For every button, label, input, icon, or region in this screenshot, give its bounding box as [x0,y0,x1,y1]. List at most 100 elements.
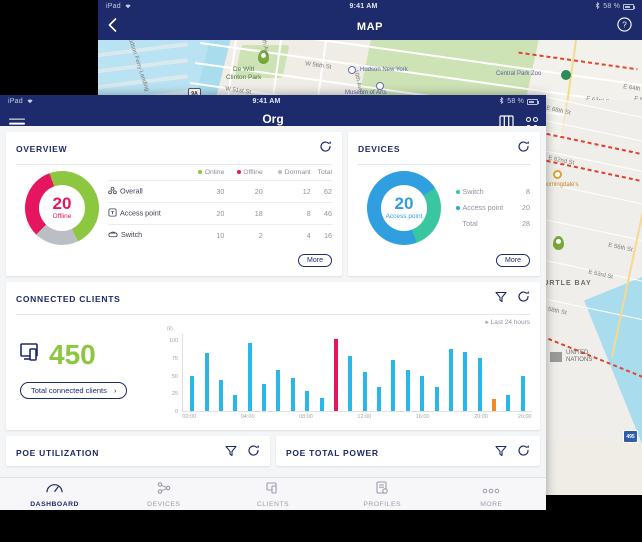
chart-bar[interactable] [463,352,468,411]
chart-bar[interactable] [262,384,267,411]
chart-bar[interactable] [506,394,511,411]
chart-bar[interactable] [377,387,382,411]
connected-clients-total-row: 450 [20,340,164,370]
overview-overall-dormant: 12 [262,180,311,203]
switch-icon [108,230,118,240]
chart-bar[interactable] [333,338,338,411]
access-point-icon [108,208,117,219]
map-label-bloomingdales: Bloomingdale's [538,182,579,188]
chart-bar-cell[interactable] [401,334,415,411]
filter-icon[interactable] [495,290,507,308]
chart-bar-cell[interactable] [358,334,372,411]
chart-bar[interactable] [405,369,410,411]
tab-more[interactable]: MORE [437,478,546,510]
overview-overall-offline: 20 [224,180,263,203]
chart-bar[interactable] [319,398,324,411]
refresh-icon[interactable] [319,140,332,158]
map-pin-dewitt[interactable] [258,50,269,64]
tab-clients[interactable]: CLIENTS [218,478,327,510]
devices-title: DEVICES [358,144,401,154]
chart-bar-cell[interactable] [257,334,271,411]
chart-bar-cell[interactable] [286,334,300,411]
battery-icon [527,98,539,105]
chart-bar[interactable] [190,376,195,411]
chart-bar[interactable] [420,376,425,411]
help-circle-icon[interactable]: ? [617,16,632,37]
total-connected-clients-button[interactable]: Total connected clients › [20,382,128,399]
chart-bar-cell[interactable] [501,334,515,411]
chart-bar[interactable] [520,376,525,411]
chart-bar[interactable] [348,355,353,411]
chart-bar[interactable] [477,357,482,411]
chart-bar[interactable] [362,371,367,411]
chart-bar-cell[interactable] [343,334,357,411]
chart-bar-cell[interactable] [271,334,285,411]
chart-bar-cell[interactable] [185,334,199,411]
refresh-icon[interactable] [517,140,530,158]
chart-bar-cell[interactable] [473,334,487,411]
chart-bar[interactable] [448,349,453,411]
filter-icon[interactable] [495,444,507,462]
chart-bar-cell[interactable] [386,334,400,411]
table-row[interactable]: Switch 10 2 4 16 [108,224,332,246]
map-poi-bloomingdales[interactable] [553,170,562,179]
tab-dashboard[interactable]: DASHBOARD [0,478,109,510]
chart-bar[interactable] [204,352,209,411]
chart-bar-cell[interactable] [429,334,443,411]
chart-bar-cell[interactable] [314,334,328,411]
chart-bar[interactable] [276,369,281,411]
chart-bar-cell[interactable] [329,334,343,411]
overview-more-wrap: More [6,245,342,268]
chart-bar-cell[interactable] [228,334,242,411]
refresh-icon[interactable] [517,444,530,462]
devices-card: DEVICES [348,132,540,276]
overview-actions [319,140,332,158]
refresh-icon[interactable] [517,290,530,308]
devices-donut-center: 20 Access point [381,185,427,231]
devices-icon [20,342,44,368]
tab-profiles[interactable]: PROFILES [328,478,437,510]
map-poi-hudson-hotel[interactable] [348,66,356,74]
devices-donut-wrap: 20 Access point [358,169,450,245]
caret-right-icon: ▸ [485,319,489,326]
chart-bar[interactable] [290,378,295,411]
table-row[interactable]: Overall 30 20 12 62 [108,180,332,203]
devices-donut-value: 20 [394,194,414,213]
filter-icon[interactable] [225,444,237,462]
chart-bar[interactable] [247,343,252,411]
map-zoo-badge-icon[interactable] [561,70,571,80]
chart-bar-cell[interactable] [214,334,228,411]
chart-bar[interactable] [391,359,396,411]
overview-ap-offline: 18 [224,202,263,225]
chart-bar-cell[interactable] [415,334,429,411]
app-status-time: 9:41 AM [252,98,281,105]
devices-more-button[interactable]: More [496,254,530,267]
tab-devices[interactable]: DEVICES [109,478,218,510]
chart-bar-cell[interactable] [300,334,314,411]
chart-bar[interactable] [233,394,238,411]
back-chevron-icon[interactable] [98,18,126,35]
ellipsis-icon [482,481,500,499]
app-status-bar: iPad 9:41 AM 58 % [0,95,546,108]
chart-bar-cell[interactable] [458,334,472,411]
chart-bar[interactable] [218,380,223,411]
chart-bar[interactable] [492,399,497,411]
chart-bar-cell[interactable] [199,334,213,411]
chart-bar[interactable] [434,386,439,411]
app-status-left: iPad [8,98,34,106]
chart-bar-cell[interactable] [372,334,386,411]
chart-bar-cell[interactable] [444,334,458,411]
connected-clients-range[interactable]: ▸ Last 24 hours [6,315,540,326]
list-item: Total 28 [456,215,531,231]
chart-bar-cell[interactable] [487,334,501,411]
overview-more-button[interactable]: More [298,254,332,268]
chart-bar-cell[interactable] [516,334,530,411]
refresh-icon[interactable] [247,444,260,462]
map-pin-site[interactable] [553,236,564,250]
chart-bar-cell[interactable] [243,334,257,411]
table-row[interactable]: Access point 20 18 8 46 [108,202,332,225]
map-poi-mad[interactable] [376,82,384,90]
devices-actions [517,140,530,158]
map-status-time: 9:41 AM [349,3,378,10]
chart-bar[interactable] [305,391,310,411]
